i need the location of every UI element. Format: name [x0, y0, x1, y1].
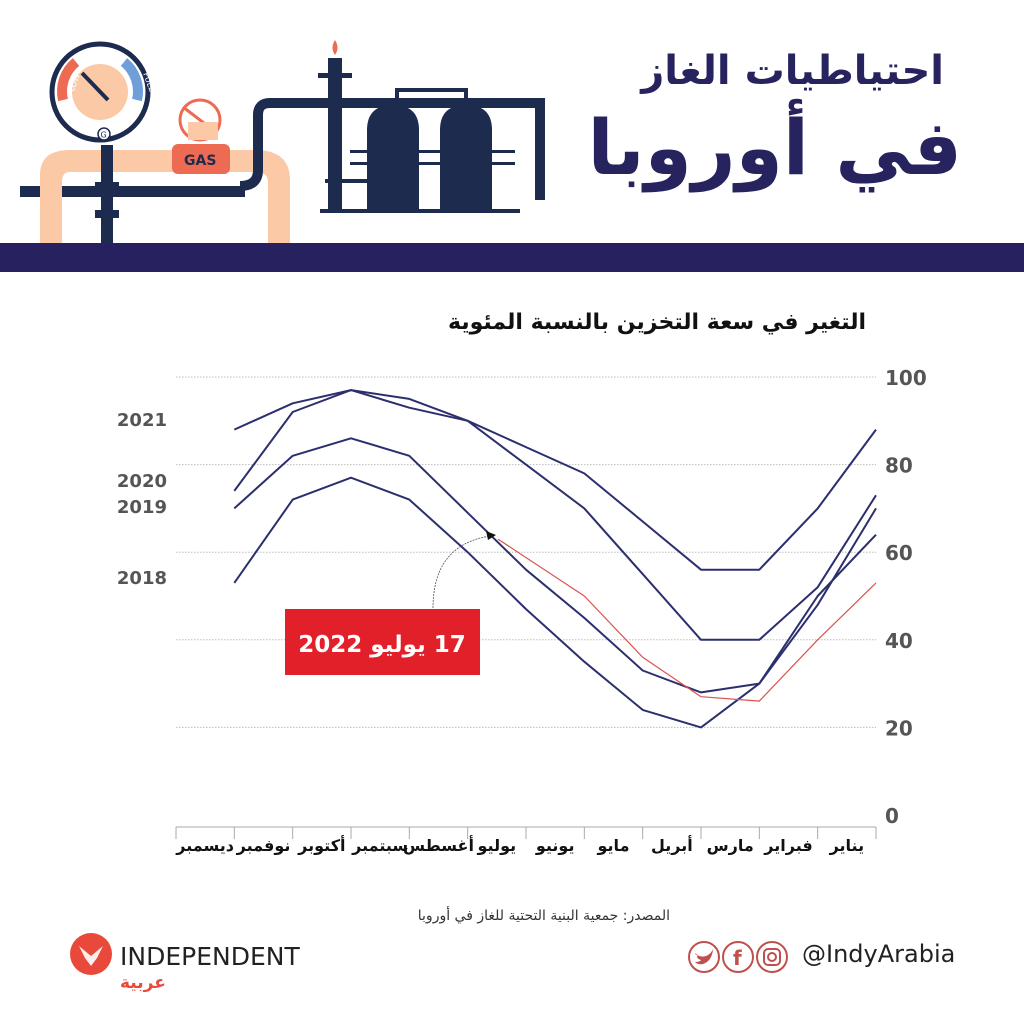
- facebook-icon[interactable]: f: [722, 941, 754, 973]
- social-handle[interactable]: @IndyArabia: [802, 940, 956, 968]
- svg-text:G: G: [101, 131, 107, 140]
- svg-text:INDEPENDENT: INDEPENDENT: [120, 942, 300, 971]
- annotation-box: [285, 609, 480, 675]
- series-label-2018: 2018: [117, 568, 167, 589]
- refinery-tower-icon: [318, 40, 385, 211]
- series-label-2020: 2020: [117, 471, 167, 492]
- series-line-2018: [233, 476, 877, 729]
- y-tick-label: 60: [885, 541, 913, 565]
- gas-pipeline-illustration: LOW FULL G GAS: [20, 40, 545, 243]
- twitter-icon[interactable]: [688, 941, 720, 973]
- x-tick-label: يوليو: [477, 836, 517, 855]
- y-tick-label: 40: [885, 629, 913, 653]
- storage-tanks-icon: [320, 88, 520, 213]
- x-tick-label: أغسطس: [403, 835, 474, 855]
- x-tick-label: مارس: [707, 836, 754, 855]
- page-title-line1: احتياطيات الغاز: [641, 48, 944, 94]
- series-label-2019: 2019: [117, 497, 167, 518]
- chart-title: التغير في سعة التخزين بالنسبة المئوية: [448, 310, 866, 335]
- instagram-icon[interactable]: [756, 941, 788, 973]
- y-tick-label: 80: [885, 454, 913, 478]
- svg-text:GAS: GAS: [184, 153, 216, 169]
- svg-text:17 يوليو 2022: 17 يوليو 2022: [298, 632, 466, 658]
- series-label-2021: 2021: [117, 410, 167, 431]
- header-banner: [0, 243, 1024, 272]
- eagle-logo-icon: [70, 933, 112, 975]
- gas-valve-icon: GAS: [172, 98, 230, 174]
- annotation-callout: 17 يوليو 2022: [285, 531, 496, 675]
- svg-text:عربية: عربية: [120, 973, 166, 992]
- x-tick-label: أكتوبر: [297, 835, 345, 855]
- x-tick-label: يناير: [829, 836, 865, 855]
- series-line-2022: [497, 538, 877, 702]
- x-tick-label: سبتمبر: [351, 836, 408, 855]
- y-tick-label: 0: [885, 804, 899, 828]
- x-tick-label: فبراير: [763, 836, 812, 855]
- x-tick-label: مايو: [597, 836, 630, 855]
- source-note: المصدر: جمعية البنية التحتية للغاز في أو…: [417, 908, 670, 924]
- page-title-line2: في أوروبا: [587, 103, 962, 192]
- peach-pipe: [40, 150, 290, 243]
- series-line-2020: [233, 389, 877, 641]
- x-tick-label: نوفمبر: [236, 836, 291, 855]
- series-line-2019: [233, 437, 877, 694]
- y-tick-label: 20: [885, 716, 913, 740]
- x-tick-label: يونيو: [535, 836, 575, 855]
- series-line-2021: [233, 389, 877, 571]
- pressure-gauge-icon: LOW FULL G: [49, 41, 156, 143]
- social-icons: f: [688, 941, 788, 973]
- x-tick-label: ديسمبر: [175, 836, 234, 855]
- x-tick-label: أبريل: [651, 835, 693, 855]
- arrow-icon: [486, 531, 496, 540]
- svg-text:f: f: [733, 946, 742, 970]
- y-tick-label: 100: [885, 366, 927, 390]
- independent-arabia-logo[interactable]: INDEPENDENT عربية: [70, 932, 330, 992]
